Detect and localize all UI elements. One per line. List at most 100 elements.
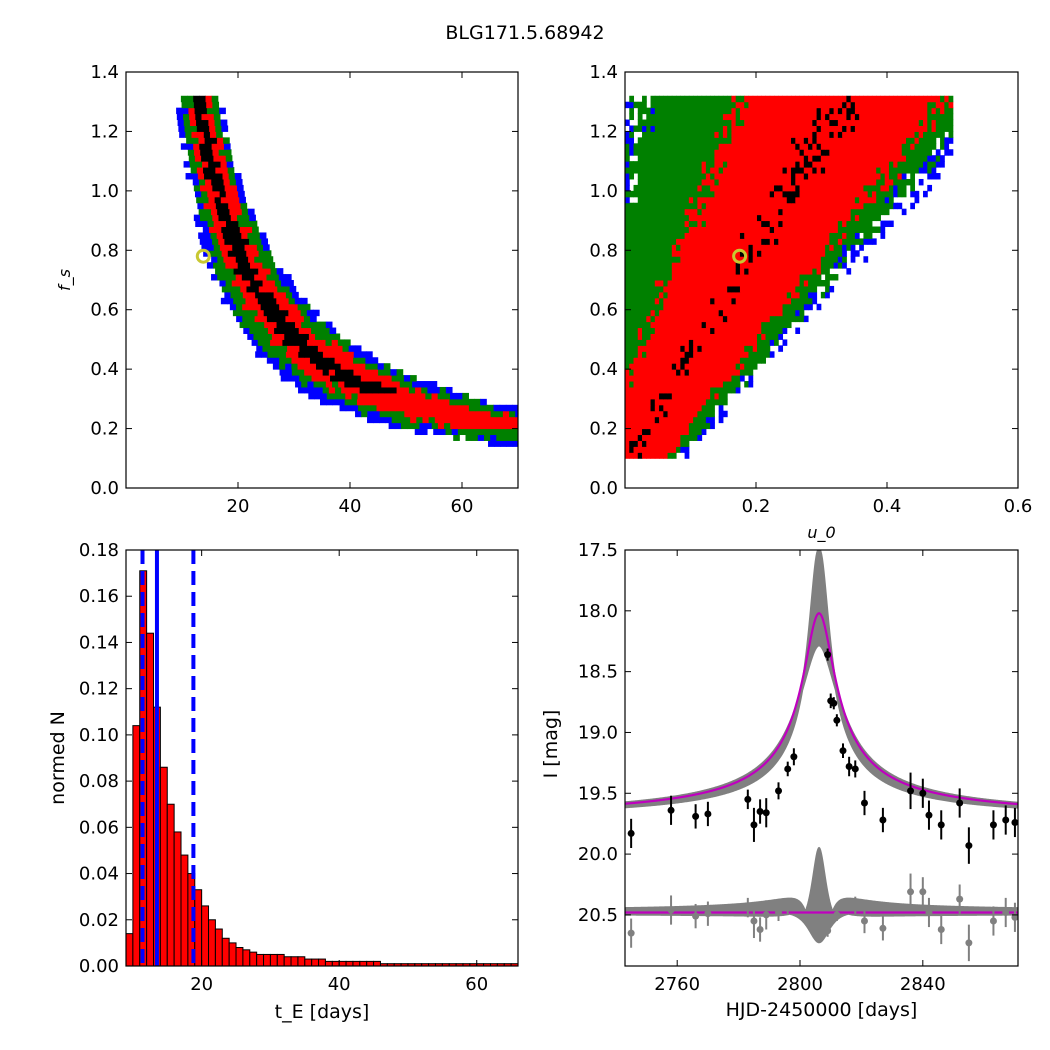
heatmap-cell bbox=[748, 285, 754, 293]
heatmap-cell bbox=[646, 113, 652, 121]
heatmap-cell bbox=[842, 131, 847, 138]
y-tick-label: 0.4 bbox=[589, 359, 618, 380]
heatmap-cell bbox=[637, 161, 643, 168]
heatmap-cell bbox=[710, 238, 715, 245]
heatmap-cell bbox=[650, 422, 656, 430]
heatmap-cell bbox=[659, 434, 664, 441]
heatmap-cell bbox=[795, 256, 801, 263]
heatmap-cell bbox=[850, 131, 856, 138]
heatmap-cell bbox=[419, 392, 426, 400]
heatmap-cell bbox=[825, 256, 830, 263]
heatmap-cell bbox=[761, 167, 766, 174]
heatmap-cell bbox=[714, 375, 720, 382]
heatmap-cell bbox=[705, 125, 711, 132]
heatmap-cell bbox=[748, 143, 754, 150]
heatmap-cell bbox=[663, 339, 669, 346]
heatmap-cell bbox=[727, 375, 732, 382]
heatmap-cell bbox=[884, 208, 890, 216]
heatmap-cell bbox=[221, 167, 229, 174]
heatmap-cell bbox=[859, 119, 864, 126]
heatmap-cell bbox=[816, 262, 822, 269]
heatmap-cell bbox=[744, 285, 749, 293]
heatmap-cell bbox=[511, 422, 518, 430]
heatmap-cell bbox=[727, 250, 732, 257]
heatmap-cell bbox=[659, 339, 664, 346]
heatmap-cell bbox=[264, 285, 272, 293]
heatmap-cell bbox=[625, 297, 630, 305]
heatmap-cell bbox=[710, 202, 715, 210]
heatmap-cell bbox=[697, 167, 703, 174]
heatmap-cell bbox=[654, 101, 660, 109]
heatmap-cell bbox=[761, 232, 766, 239]
heatmap-cell bbox=[722, 113, 728, 121]
histogram-bar bbox=[249, 951, 258, 966]
heatmap-cell bbox=[752, 363, 758, 370]
heatmap-cell bbox=[829, 214, 835, 222]
heatmap-cell bbox=[867, 184, 873, 192]
heatmap-cell bbox=[756, 184, 762, 192]
heatmap-cell bbox=[697, 95, 703, 103]
heatmap-cell bbox=[756, 143, 762, 150]
heatmap-cell bbox=[710, 410, 715, 418]
heatmap-cell bbox=[718, 357, 724, 364]
heatmap-cell bbox=[744, 357, 749, 364]
heatmap-cell bbox=[251, 339, 259, 346]
heatmap-cell bbox=[875, 446, 882, 452]
heatmap-cell bbox=[680, 220, 686, 228]
heatmap-cell bbox=[714, 125, 720, 132]
heatmap-cell bbox=[782, 143, 788, 150]
heatmap-cell bbox=[752, 244, 758, 251]
heatmap-cell bbox=[575, 429, 582, 435]
heatmap-cell bbox=[390, 386, 398, 394]
heatmap-cell bbox=[406, 398, 413, 406]
heatmap-cell bbox=[731, 369, 737, 376]
heatmap-cell bbox=[487, 404, 495, 412]
heatmap-cell bbox=[642, 107, 647, 115]
heatmap-cell bbox=[407, 404, 414, 412]
heatmap-cell bbox=[176, 113, 184, 121]
heatmap-cell bbox=[654, 291, 660, 299]
heatmap-cell bbox=[803, 303, 809, 311]
heatmap-cell bbox=[727, 190, 732, 198]
heatmap-cell bbox=[813, 446, 820, 452]
histogram-bar bbox=[201, 905, 210, 966]
heatmap-cell bbox=[761, 161, 766, 168]
heatmap-cell bbox=[556, 429, 563, 435]
heatmap-cell bbox=[752, 214, 758, 222]
residual-point bbox=[937, 926, 945, 934]
heatmap-cell bbox=[671, 167, 677, 174]
heatmap-cell bbox=[923, 95, 928, 103]
heatmap-cell bbox=[795, 309, 801, 317]
heatmap-cell bbox=[206, 149, 214, 156]
heatmap-cell bbox=[564, 417, 571, 423]
axes-u0_fs: 0.2 0.4 0.60.00.20.40.60.81.01.21.4 bbox=[589, 62, 1032, 517]
heatmap-cell bbox=[633, 190, 639, 198]
heatmap-cell bbox=[325, 321, 333, 329]
heatmap-cell bbox=[761, 113, 766, 121]
heatmap-cell bbox=[731, 381, 737, 388]
residual-point bbox=[879, 924, 887, 932]
heatmap-cell bbox=[272, 303, 280, 311]
heatmap-cell bbox=[340, 357, 348, 364]
heatmap-cell bbox=[654, 262, 660, 269]
heatmap-cell bbox=[676, 440, 681, 447]
heatmap-cell bbox=[735, 173, 741, 180]
heatmap-cell bbox=[875, 452, 882, 458]
heatmap-cell bbox=[778, 250, 784, 257]
heatmap-cell bbox=[808, 268, 813, 275]
heatmap-cell bbox=[671, 190, 677, 198]
heatmap-cell bbox=[684, 131, 690, 138]
heatmap-cell bbox=[671, 416, 677, 424]
heatmap-cell bbox=[748, 244, 754, 251]
heatmap-cell bbox=[748, 226, 754, 233]
heatmap-cell bbox=[854, 238, 860, 245]
heatmap-cell bbox=[748, 315, 754, 323]
heatmap-cell bbox=[410, 410, 418, 418]
heatmap-cell bbox=[671, 357, 677, 364]
heatmap-cell bbox=[739, 238, 745, 245]
heatmap-cell bbox=[540, 411, 547, 417]
heatmap-cell bbox=[233, 196, 240, 204]
heatmap-cell bbox=[727, 155, 732, 162]
heatmap-cell bbox=[876, 113, 881, 121]
heatmap-cell bbox=[731, 357, 737, 364]
